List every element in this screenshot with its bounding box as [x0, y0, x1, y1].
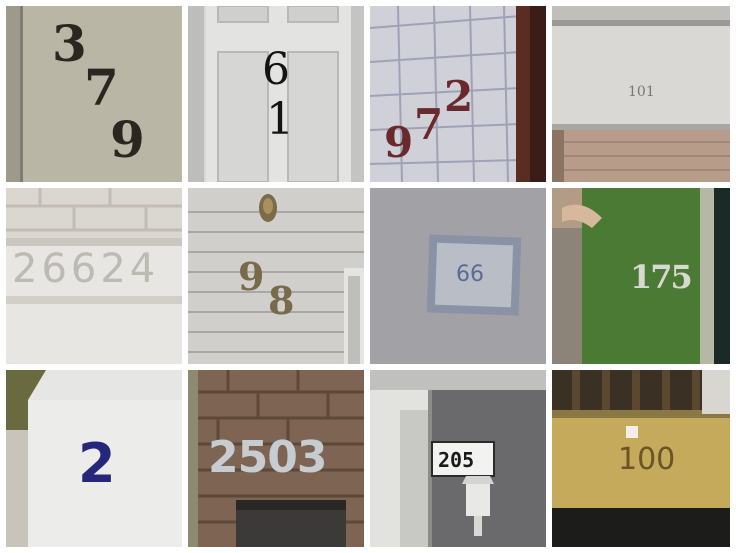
photo-tile-205: 205 [370, 370, 546, 547]
digit-9: 9 [110, 110, 145, 169]
number-label: 100 [618, 442, 676, 477]
brick-wall-background [188, 370, 364, 547]
digit-3: 3 [52, 14, 87, 73]
photo-tile-972: 9 7 2 [370, 6, 546, 182]
door-background [188, 6, 364, 182]
photo-tile-61: 6 1 [188, 6, 364, 182]
digit-9: 9 [384, 118, 414, 167]
tiled-wall-background [370, 6, 546, 182]
photo-tile-379: 3 7 9 [6, 6, 182, 182]
number-label: 26624 [12, 246, 160, 292]
digit-7: 7 [84, 58, 119, 117]
green-door-background [552, 188, 730, 364]
photo-tile-100: 100 [552, 370, 730, 547]
number-label: 175 [630, 258, 693, 296]
number-label: 101 [628, 84, 655, 100]
house-front-background [370, 370, 546, 547]
concrete-wall-background [6, 6, 182, 182]
number-label: 66 [456, 262, 484, 287]
photo-tile-2503: 2503 [188, 370, 364, 547]
white-post-background [6, 370, 182, 547]
number-label: 2 [78, 432, 116, 495]
digit-8: 8 [268, 278, 295, 323]
photo-tile-66: 66 [370, 188, 546, 364]
photo-tile-26624: 26624 [6, 188, 182, 364]
digit-2: 2 [444, 72, 474, 121]
stucco-wall-background [370, 188, 546, 364]
number-label: 2503 [208, 432, 327, 483]
photo-tile-101: 101 [552, 6, 730, 182]
digit-1: 1 [266, 94, 294, 145]
photo-tile-98: 9 8 [188, 188, 364, 364]
photo-tile-175: 175 [552, 188, 730, 364]
digit-9: 9 [238, 254, 265, 299]
vinyl-siding-background [188, 188, 364, 364]
siding-trim-background [552, 6, 730, 182]
digit-6: 6 [262, 44, 290, 95]
painted-brick-background [6, 188, 182, 364]
photo-tile-2: 2 [6, 370, 182, 547]
number-label: 205 [438, 448, 475, 472]
digit-7: 7 [414, 100, 444, 149]
yellow-fascia-background [552, 370, 730, 547]
